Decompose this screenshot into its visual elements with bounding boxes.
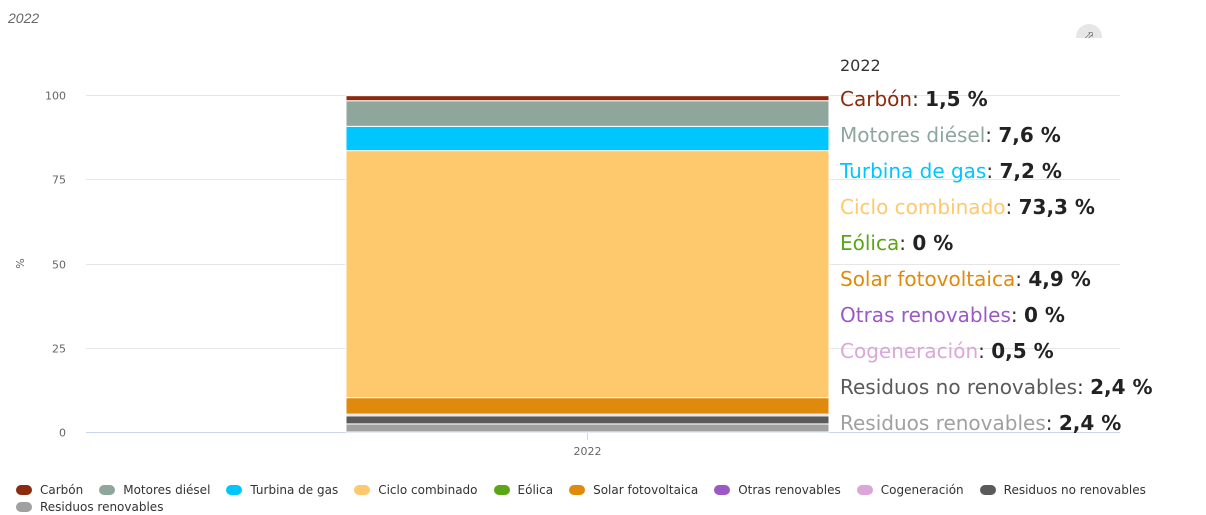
tooltip-row-value: 2,4 % (1058, 411, 1122, 435)
legend-swatch (856, 484, 873, 495)
legend-swatch (493, 484, 510, 495)
tooltip-row-label: Otras renovables (840, 303, 1011, 327)
tooltip-row-value: 4,9 % (1028, 267, 1091, 291)
legend-label: Residuos renovables (40, 499, 164, 514)
tooltip-title: 2022 (840, 56, 881, 75)
legend-swatch (226, 484, 243, 495)
legend-swatch (979, 484, 996, 495)
tooltip-row: Cogeneración: 0,5 % (840, 339, 1054, 363)
y-tick-label: 50 (52, 259, 66, 272)
legend-swatch (569, 484, 586, 495)
legend-label: Eólica (517, 482, 554, 497)
tooltip-row-label: Solar fotovoltaica (840, 267, 1016, 291)
bar-segment-turbina-de-gas (345, 125, 830, 152)
bar-segment-residuos-no-renovables (345, 415, 830, 425)
y-tick-label: 0 (59, 427, 66, 440)
legend-item[interactable]: Motores diésel (99, 481, 210, 498)
tooltip-row-value: 2,4 % (1090, 375, 1153, 399)
tooltip-row: Residuos renovables: 2,4 % (840, 411, 1122, 435)
tooltip-row-value: 0 % (912, 231, 954, 255)
tooltip-row-label: Ciclo combinado (840, 195, 1006, 219)
tooltip-row-label: Cogeneración (840, 339, 979, 363)
bar-segment-carb-n (345, 95, 830, 102)
y-tick-label: 75 (52, 174, 66, 187)
legend-item[interactable]: Otras renovables (714, 481, 841, 498)
tooltip-row-value: 73,3 % (1018, 195, 1095, 219)
legend-label: Motores diésel (123, 482, 211, 497)
legend-label: Ciclo combinado (378, 482, 478, 497)
legend-item[interactable]: Solar fotovoltaica (569, 481, 698, 498)
legend-label: Cogeneración (880, 482, 964, 497)
legend-swatch (16, 484, 32, 495)
tooltip-row-label: Eólica (840, 231, 900, 255)
tooltip: 2022 Carbón: 1,5 % Motores diésel: 7,6 % T… (840, 56, 1153, 441)
legend-label: Otras renovables (738, 482, 841, 497)
export-menu-icon: ⬀ (1076, 24, 1102, 38)
legend-swatch (99, 484, 116, 495)
tooltip-row-label: Turbina de gas (840, 159, 987, 183)
tooltip-row-value: 0,5 % (991, 339, 1054, 363)
bar-segment-motores-di-sel (345, 100, 830, 127)
tooltip-row-value: 1,5 % (925, 87, 988, 111)
y-tick-label: 100 (45, 90, 66, 103)
legend-label: Residuos no renovables (1003, 482, 1146, 497)
tooltip-row-value: 7,2 % (999, 159, 1062, 183)
tooltip-row: Eólica: 0 % (840, 231, 954, 255)
legend-item[interactable]: Cogeneración (856, 481, 964, 498)
tooltip-row-label: Residuos renovables (840, 411, 1046, 435)
x-tick-label: 2022 (574, 445, 602, 458)
tooltip-row-label: Motores diésel (840, 123, 986, 147)
tooltip-row-value: 0 % (1024, 303, 1065, 327)
tooltip-row: Residuos no renovables: 2,4 % (840, 375, 1153, 399)
tooltip-row: Turbina de gas: 7,2 % (840, 159, 1062, 183)
tooltip-row: Motores diésel: 7,6 % (840, 123, 1061, 147)
chart-title: 2022 (8, 10, 40, 26)
legend: Carbón Motores diésel Turbina de gas Ciclo … (16, 481, 1196, 515)
legend-swatch (354, 484, 371, 495)
legend-item[interactable]: Eólica (493, 481, 554, 498)
legend-item[interactable]: Turbina de gas (226, 481, 338, 498)
y-axis-title: % (14, 258, 27, 268)
legend-swatch (714, 484, 731, 495)
legend-item[interactable]: Residuos renovables (16, 498, 163, 515)
bar-segment-residuos-renovables (345, 423, 830, 433)
legend-swatch (16, 501, 32, 512)
legend-label: Turbina de gas (250, 482, 339, 497)
bar-segment-solar-fotovoltaica (345, 397, 830, 415)
stacked-bar-chart: 0 25 50 75 100% 2022 (14, 90, 1120, 458)
legend-item[interactable]: Residuos no renovables (979, 481, 1146, 498)
tooltip-row: Ciclo combinado: 73,3 % (840, 195, 1095, 219)
bar-segment-ciclo-combinado (345, 150, 830, 399)
legend-item[interactable]: Carbón (16, 481, 83, 498)
export-menu-button[interactable]: ⬀ (1076, 24, 1102, 38)
legend-item[interactable]: Ciclo combinado (354, 481, 478, 498)
tooltip-row: Solar fotovoltaica: 4,9 % (840, 267, 1091, 291)
y-tick-label: 25 (52, 343, 66, 356)
legend-label: Solar fotovoltaica (593, 482, 699, 497)
tooltip-row: Carbón: 1,5 % (840, 87, 988, 111)
tooltip-row: Otras renovables: 0 % (840, 303, 1065, 327)
tooltip-row-label: Carbón (840, 87, 913, 111)
tooltip-row-value: 7,6 % (998, 123, 1061, 147)
legend-label: Carbón (40, 482, 84, 497)
tooltip-row-label: Residuos no renovables (840, 375, 1078, 399)
